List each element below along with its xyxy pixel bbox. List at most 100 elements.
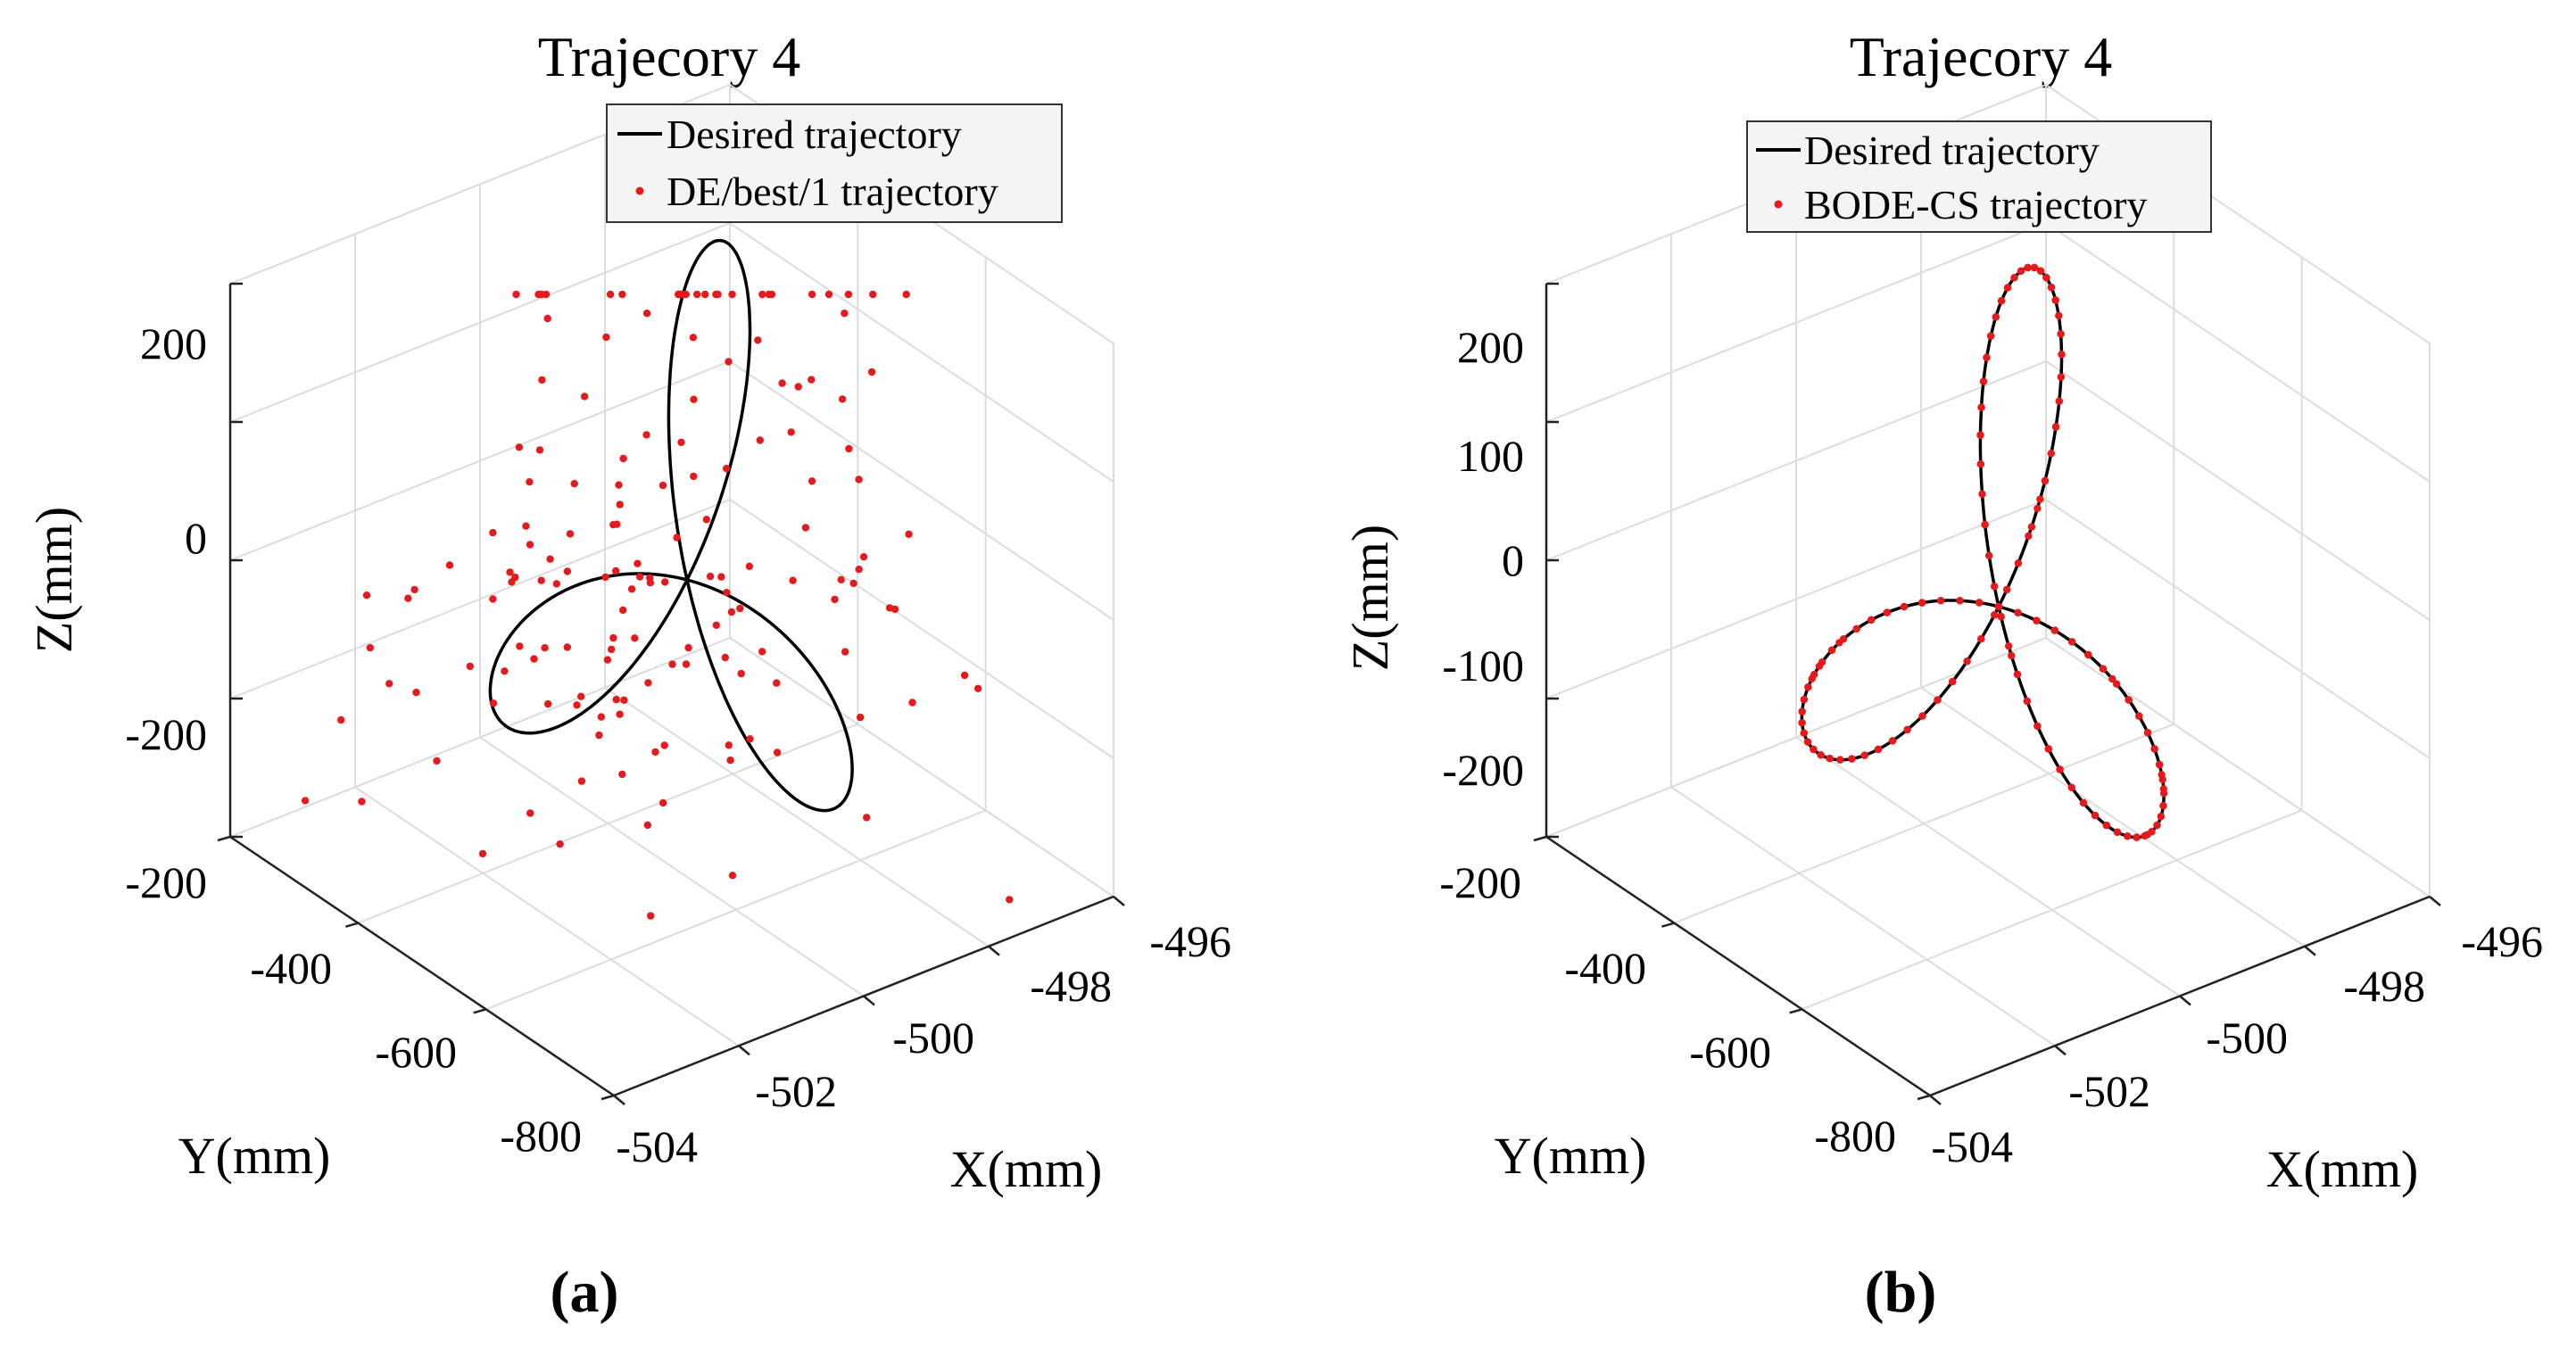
de-best-1-dot (651, 748, 659, 757)
panel-b-label-text: (b) (1865, 1260, 1937, 1325)
grid-line (354, 786, 740, 1047)
bode-cs-dot (1936, 597, 1945, 605)
bode-cs-dot (2017, 267, 2025, 275)
de-best-1-dot (546, 555, 554, 563)
panel-a-x-tick: -500 (892, 1013, 974, 1063)
de-best-1-dot (845, 444, 853, 453)
panel-b-desired-trajectory-line (1800, 265, 2166, 839)
de-best-1-dot (489, 595, 497, 603)
panel-a-legend: Desired trajectory DE/best/1 trajectory (606, 103, 1063, 223)
de-best-1-dot (908, 699, 916, 707)
grid-line (604, 686, 990, 947)
y-tick-mark (1917, 1094, 1931, 1101)
x-tick-mark (863, 995, 875, 1006)
grid-line (1545, 222, 2047, 423)
panel-b-title: Trajecory 4 (1850, 25, 2112, 88)
de-best-1-dot (601, 573, 609, 582)
bode-cs-dot (2033, 722, 2042, 731)
de-best-1-dot (609, 521, 617, 529)
y-axis-line (1545, 835, 1931, 1097)
bode-cs-dot (2024, 263, 2032, 272)
de-best-1-dot (712, 621, 720, 629)
de-best-1-dot (512, 290, 520, 299)
panel-a-x-tick: -496 (1149, 916, 1231, 966)
bode-cs-dot (2036, 267, 2045, 275)
de-best-1-dot (526, 478, 534, 486)
panel-a-grid (229, 84, 1114, 1096)
bode-cs-dot (2008, 651, 2016, 660)
de-best-1-dot (646, 574, 654, 582)
de-best-1-dot (603, 656, 612, 664)
panel-a-y-label: Y(mm) (178, 1127, 331, 1185)
grid-line (1673, 723, 2174, 924)
panel-b-grid (1545, 84, 2431, 1096)
de-best-1-dot (606, 290, 615, 299)
de-best-1-dot (706, 572, 715, 581)
de-best-1-dot (745, 562, 754, 570)
de-best-1-dot (538, 376, 546, 385)
de-best-1-dot (563, 567, 572, 575)
bode-cs-dot (1800, 695, 1809, 704)
de-best-1-dot (726, 757, 734, 765)
panel-a-desired-trajectory-line (488, 238, 854, 813)
grid-line (229, 360, 731, 561)
de-best-1-dot (837, 575, 845, 583)
bode-cs-dot (2057, 330, 2065, 338)
bode-cs-dot (2013, 670, 2022, 679)
de-best-1-dot (808, 376, 816, 384)
bode-cs-dot (2108, 674, 2116, 683)
de-best-1-dot (885, 604, 894, 612)
de-best-1-dot (627, 585, 636, 593)
de-best-1-dot (358, 798, 366, 806)
panel-b-y-tick: -200 (1439, 857, 1521, 907)
de-best-1-dot (337, 715, 345, 724)
de-best-1-dot (618, 290, 626, 299)
x-tick-mark (1113, 896, 1125, 906)
de-best-1-dot (534, 290, 543, 299)
de-best-1-dot (566, 530, 575, 538)
bode-cs-dot (1983, 353, 1991, 361)
bode-cs-dot (2141, 831, 2149, 840)
de-best-1-dot (756, 436, 764, 444)
x-tick-mark (2054, 1045, 2067, 1056)
bode-cs-dot (2005, 642, 2013, 650)
de-best-1-dot (445, 561, 454, 569)
de-best-1-dot (973, 684, 982, 692)
de-best-1-dot (577, 692, 585, 700)
bode-cs-dot (1977, 635, 1985, 643)
de-best-1-dot (728, 290, 736, 299)
panel-a-z-label: Z(mm) (25, 507, 83, 653)
bode-cs-dot (2003, 284, 2012, 292)
bode-cs-dot (1994, 602, 2003, 611)
bode-cs-dot (2033, 504, 2042, 513)
panel-b-bode-cs-dots (1798, 263, 2168, 841)
de-best-1-dot (758, 648, 766, 656)
de-best-1-dot (544, 699, 552, 708)
panel-a-x-tick: -504 (616, 1121, 698, 1171)
de-best-1-dot (869, 290, 877, 299)
panel-b-x-tick: -498 (2343, 961, 2425, 1011)
bode-cs-dot (2148, 828, 2156, 836)
bode-cs-dot (2157, 813, 2166, 821)
bode-cs-dot (1860, 751, 1868, 759)
de-best-1-dot (478, 849, 487, 858)
grid-line (1545, 499, 2047, 699)
de-best-1-dot (573, 701, 581, 709)
de-best-1-dot (808, 290, 816, 299)
de-best-1-dot (643, 821, 651, 830)
panel-a-x-tick: -498 (1030, 961, 1112, 1011)
x-tick-mark (738, 1045, 750, 1056)
bode-cs-dot (1848, 755, 1856, 763)
de-best-1-dot (728, 872, 737, 880)
de-best-1-dot (543, 314, 551, 323)
panel-b-x-tick: -504 (1931, 1121, 2013, 1171)
de-best-1-dot (717, 573, 725, 581)
grid-line (1795, 736, 2181, 997)
de-best-1-dot (737, 669, 745, 678)
de-best-1-dot (859, 553, 868, 561)
de-best-1-dot (1006, 896, 1014, 904)
de-best-1-dot (754, 336, 762, 344)
bode-cs-dot (1918, 712, 1926, 720)
bode-cs-dot (1903, 725, 1911, 734)
de-best-1-dot (725, 741, 733, 749)
